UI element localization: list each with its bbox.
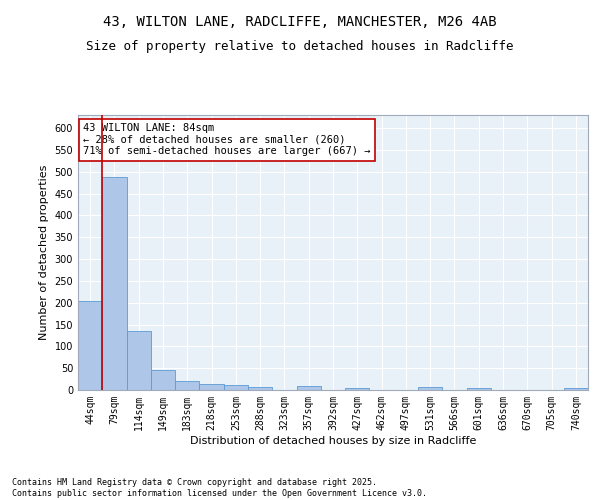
Text: 43 WILTON LANE: 84sqm
← 28% of detached houses are smaller (260)
71% of semi-det: 43 WILTON LANE: 84sqm ← 28% of detached … — [83, 123, 371, 156]
Text: Contains HM Land Registry data © Crown copyright and database right 2025.
Contai: Contains HM Land Registry data © Crown c… — [12, 478, 427, 498]
Text: Size of property relative to detached houses in Radcliffe: Size of property relative to detached ho… — [86, 40, 514, 53]
Bar — [224, 385, 248, 390]
Bar — [151, 370, 175, 390]
Bar — [175, 381, 199, 390]
X-axis label: Distribution of detached houses by size in Radcliffe: Distribution of detached houses by size … — [190, 436, 476, 446]
Bar — [199, 384, 224, 390]
Text: 43, WILTON LANE, RADCLIFFE, MANCHESTER, M26 4AB: 43, WILTON LANE, RADCLIFFE, MANCHESTER, … — [103, 15, 497, 29]
Bar — [127, 331, 151, 390]
Bar — [296, 386, 321, 390]
Bar — [564, 388, 588, 390]
Bar — [78, 302, 102, 390]
Bar — [102, 177, 127, 390]
Bar — [418, 388, 442, 390]
Bar — [345, 388, 370, 390]
Y-axis label: Number of detached properties: Number of detached properties — [39, 165, 49, 340]
Bar — [467, 388, 491, 390]
Bar — [248, 388, 272, 390]
